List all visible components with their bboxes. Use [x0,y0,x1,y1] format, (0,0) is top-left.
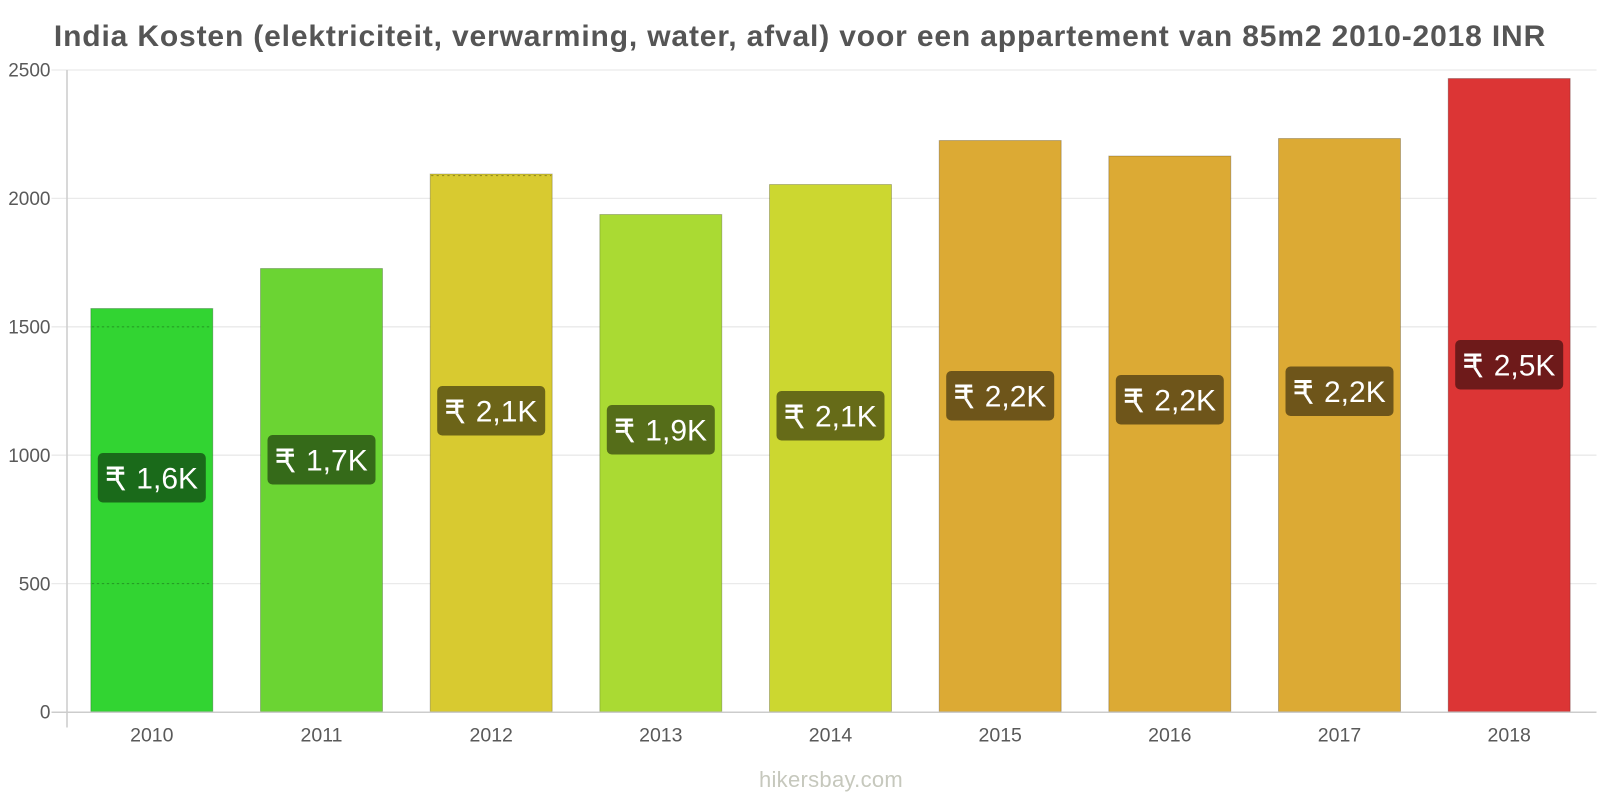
svg-text:0: 0 [40,703,51,724]
svg-text:2,2K: 2,2K [1154,384,1216,417]
svg-text:1,7K: 1,7K [306,444,368,477]
svg-text:2,2K: 2,2K [985,380,1047,413]
svg-text:hikersbay.com: hikersbay.com [759,767,903,792]
svg-text:2014: 2014 [809,724,853,746]
svg-text:2010: 2010 [130,724,174,746]
svg-text:2,2K: 2,2K [1324,376,1386,409]
svg-text:500: 500 [19,574,51,595]
svg-text:2013: 2013 [639,724,682,746]
svg-text:2500: 2500 [8,61,50,82]
svg-text:2000: 2000 [8,189,50,210]
svg-text:2,1K: 2,1K [815,400,877,433]
svg-text:1,6K: 1,6K [136,462,198,495]
svg-text:2015: 2015 [979,724,1023,746]
svg-text:2016: 2016 [1148,724,1191,746]
svg-text:2012: 2012 [470,724,513,746]
svg-text:1500: 1500 [8,318,50,339]
svg-text:India Kosten (elektriciteit, v: India Kosten (elektriciteit, verwarming,… [54,20,1546,53]
svg-text:2018: 2018 [1488,724,1531,746]
svg-text:2,1K: 2,1K [476,395,538,428]
svg-text:1000: 1000 [8,446,50,467]
svg-text:1,9K: 1,9K [645,414,707,447]
svg-text:2011: 2011 [301,724,343,746]
svg-text:2017: 2017 [1318,724,1361,746]
svg-text:2,5K: 2,5K [1494,349,1556,382]
